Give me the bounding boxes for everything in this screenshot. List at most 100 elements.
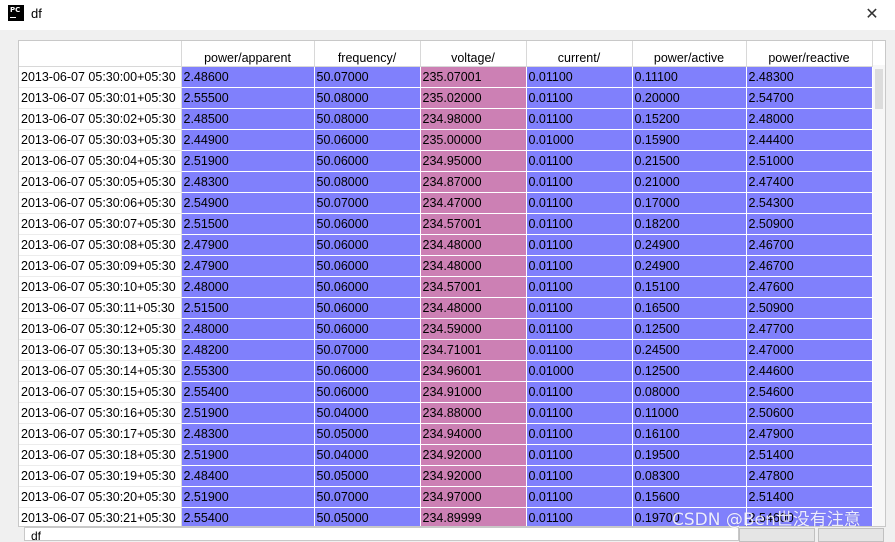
table-cell[interactable]: 0.11000 [632, 402, 747, 424]
row-index[interactable]: 2013-06-07 05:30:05+05:30 [19, 171, 182, 193]
table-cell[interactable]: 234.97000 [420, 486, 527, 508]
table-cell[interactable]: 2.55400 [181, 507, 315, 526]
table-cell[interactable]: 50.08000 [314, 87, 421, 109]
row-index[interactable]: 2013-06-07 05:30:09+05:30 [19, 255, 182, 277]
table-cell[interactable]: 50.07000 [314, 486, 421, 508]
table-cell[interactable]: 0.01100 [526, 171, 633, 193]
table-cell[interactable]: 0.01100 [526, 465, 633, 487]
table-cell[interactable]: 0.01100 [526, 276, 633, 298]
table-cell[interactable]: 2.47400 [746, 171, 873, 193]
table-cell[interactable]: 50.06000 [314, 297, 421, 319]
table-cell[interactable]: 2.54300 [746, 192, 873, 214]
table-cell[interactable]: 0.24500 [632, 339, 747, 361]
row-index[interactable]: 2013-06-07 05:30:13+05:30 [19, 339, 182, 361]
table-cell[interactable]: 2.46700 [746, 255, 873, 277]
row-index[interactable]: 2013-06-07 05:30:03+05:30 [19, 129, 182, 151]
column-header[interactable]: power/reactive [746, 41, 873, 67]
scrollbar-thumb[interactable] [875, 69, 883, 109]
table-cell[interactable]: 0.01100 [526, 255, 633, 277]
table-cell[interactable]: 2.51400 [746, 486, 873, 508]
table-cell[interactable]: 0.11100 [632, 66, 747, 88]
table-cell[interactable]: 2.47900 [181, 255, 315, 277]
table-cell[interactable]: 234.48000 [420, 255, 527, 277]
row-index[interactable]: 2013-06-07 05:30:20+05:30 [19, 486, 182, 508]
table-cell[interactable]: 234.96001 [420, 360, 527, 382]
row-index[interactable]: 2013-06-07 05:30:06+05:30 [19, 192, 182, 214]
table-cell[interactable]: 0.12500 [632, 360, 747, 382]
column-header[interactable]: frequency/ [314, 41, 421, 67]
table-cell[interactable]: 2.47600 [746, 276, 873, 298]
table-cell[interactable]: 2.48000 [181, 276, 315, 298]
table-cell[interactable]: 2.51900 [181, 402, 315, 424]
table-cell[interactable]: 2.48400 [181, 465, 315, 487]
table-cell[interactable]: 50.06000 [314, 381, 421, 403]
row-index[interactable]: 2013-06-07 05:30:00+05:30 [19, 66, 182, 88]
table-cell[interactable]: 2.55400 [181, 381, 315, 403]
table-cell[interactable]: 2.55500 [181, 87, 315, 109]
table-cell[interactable]: 2.55300 [181, 360, 315, 382]
table-cell[interactable]: 0.01100 [526, 297, 633, 319]
table-cell[interactable]: 2.47000 [746, 339, 873, 361]
table-cell[interactable]: 0.01100 [526, 192, 633, 214]
table-cell[interactable]: 50.05000 [314, 507, 421, 526]
table-cell[interactable]: 2.54700 [746, 87, 873, 109]
table-cell[interactable]: 235.02000 [420, 87, 527, 109]
table-cell[interactable]: 2.51000 [746, 150, 873, 172]
table-cell[interactable]: 234.59000 [420, 318, 527, 340]
row-index[interactable]: 2013-06-07 05:30:12+05:30 [19, 318, 182, 340]
table-cell[interactable]: 0.17000 [632, 192, 747, 214]
table-cell[interactable]: 0.01100 [526, 444, 633, 466]
table-cell[interactable]: 2.48300 [181, 171, 315, 193]
table-cell[interactable]: 50.05000 [314, 423, 421, 445]
table-cell[interactable]: 50.06000 [314, 213, 421, 235]
table-cell[interactable]: 234.92000 [420, 444, 527, 466]
resize-button[interactable] [818, 528, 884, 542]
table-cell[interactable]: 2.48200 [181, 339, 315, 361]
row-index[interactable]: 2013-06-07 05:30:21+05:30 [19, 507, 182, 526]
table-cell[interactable]: 50.06000 [314, 360, 421, 382]
table-cell[interactable]: 2.48000 [181, 318, 315, 340]
table-cell[interactable]: 0.01000 [526, 129, 633, 151]
table-cell[interactable]: 2.54900 [181, 192, 315, 214]
row-index[interactable]: 2013-06-07 05:30:18+05:30 [19, 444, 182, 466]
table-cell[interactable]: 50.07000 [314, 66, 421, 88]
table-cell[interactable]: 2.47900 [181, 234, 315, 256]
table-cell[interactable]: 50.08000 [314, 108, 421, 130]
column-header[interactable]: power/apparent [181, 41, 315, 67]
table-cell[interactable]: 234.47000 [420, 192, 527, 214]
table-cell[interactable]: 0.01100 [526, 213, 633, 235]
table-cell[interactable]: 2.51900 [181, 444, 315, 466]
table-cell[interactable]: 0.15600 [632, 486, 747, 508]
table-cell[interactable]: 50.06000 [314, 129, 421, 151]
table-cell[interactable]: 0.12500 [632, 318, 747, 340]
table-cell[interactable]: 234.87000 [420, 171, 527, 193]
table-cell[interactable]: 2.51900 [181, 150, 315, 172]
close-button[interactable]: ✕ [865, 4, 879, 23]
table-cell[interactable]: 234.92000 [420, 465, 527, 487]
table-cell[interactable]: 2.47900 [746, 423, 873, 445]
table-cell[interactable]: 0.24900 [632, 234, 747, 256]
table-cell[interactable]: 0.01100 [526, 318, 633, 340]
table-cell[interactable]: 2.47700 [746, 318, 873, 340]
row-index[interactable]: 2013-06-07 05:30:11+05:30 [19, 297, 182, 319]
format-button[interactable] [739, 528, 815, 542]
vertical-scrollbar[interactable] [873, 65, 885, 526]
table-cell[interactable]: 0.08000 [632, 381, 747, 403]
table-cell[interactable]: 2.50600 [746, 402, 873, 424]
table-cell[interactable]: 2.48300 [746, 66, 873, 88]
table-cell[interactable]: 234.57001 [420, 276, 527, 298]
table-cell[interactable]: 0.01100 [526, 381, 633, 403]
table-cell[interactable]: 0.01100 [526, 507, 633, 526]
table-cell[interactable]: 2.44600 [746, 360, 873, 382]
table-cell[interactable]: 0.01100 [526, 423, 633, 445]
table-cell[interactable]: 2.51500 [181, 297, 315, 319]
table-cell[interactable]: 2.51400 [746, 444, 873, 466]
table-cell[interactable]: 234.88000 [420, 402, 527, 424]
table-cell[interactable]: 2.48300 [181, 423, 315, 445]
table-cell[interactable]: 0.01100 [526, 87, 633, 109]
row-index[interactable]: 2013-06-07 05:30:17+05:30 [19, 423, 182, 445]
table-cell[interactable]: 2.50900 [746, 213, 873, 235]
table-cell[interactable]: 50.04000 [314, 444, 421, 466]
table-cell[interactable]: 235.00000 [420, 129, 527, 151]
row-index[interactable]: 2013-06-07 05:30:07+05:30 [19, 213, 182, 235]
